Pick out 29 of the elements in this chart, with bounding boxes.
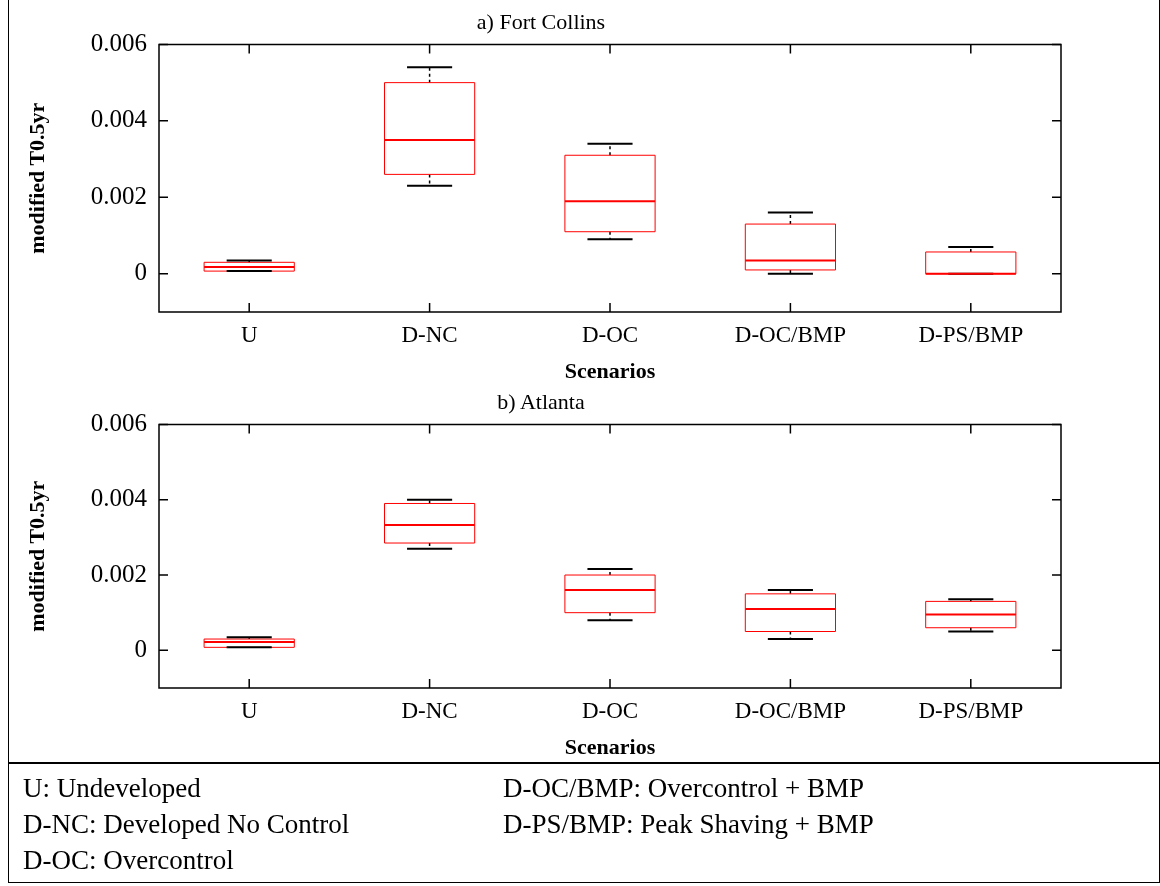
x-tick-label: D-NC	[401, 697, 458, 723]
x-tick-label: D-OC	[581, 321, 639, 347]
x-tick-label: D-OC/BMP	[734, 321, 846, 347]
text: D-OC: Overcontrol	[23, 844, 235, 877]
text: U: Undeveloped	[23, 772, 202, 805]
x-tick-label: D-OC	[581, 697, 639, 723]
y-axis-title: modified T0.5yr	[23, 102, 49, 254]
x-tick-label: D-PS/BMP	[918, 697, 1024, 723]
x-axis-title: Scenarios	[564, 358, 656, 384]
text: D-OC/BMP: Overcontrol + BMP	[503, 772, 865, 805]
x-tick-label: U	[240, 697, 258, 723]
chart-title: a) Fort Collins	[476, 8, 606, 34]
y-tick-label: 0	[134, 634, 147, 662]
chart-title: b) Atlanta	[497, 388, 585, 414]
y-axis-title: modified T0.5yr	[23, 480, 49, 632]
x-axis-title: Scenarios	[564, 734, 656, 760]
text: D-NC: Developed No Control	[23, 808, 351, 841]
x-tick-label: U	[240, 321, 258, 347]
y-tick-label: 0.002	[90, 181, 147, 209]
y-tick-label: 0.006	[90, 408, 147, 436]
y-tick-label: 0.004	[90, 484, 148, 512]
y-tick-label: 0.004	[90, 105, 148, 133]
y-tick-label: 0	[134, 258, 147, 286]
y-tick-label: 0.006	[90, 28, 147, 56]
text: D-PS/BMP: Peak Shaving + BMP	[503, 808, 875, 841]
x-tick-label: D-NC	[401, 321, 458, 347]
x-tick-label: D-OC/BMP	[734, 697, 846, 723]
y-tick-label: 0.002	[90, 559, 147, 587]
x-tick-label: D-PS/BMP	[918, 321, 1024, 347]
